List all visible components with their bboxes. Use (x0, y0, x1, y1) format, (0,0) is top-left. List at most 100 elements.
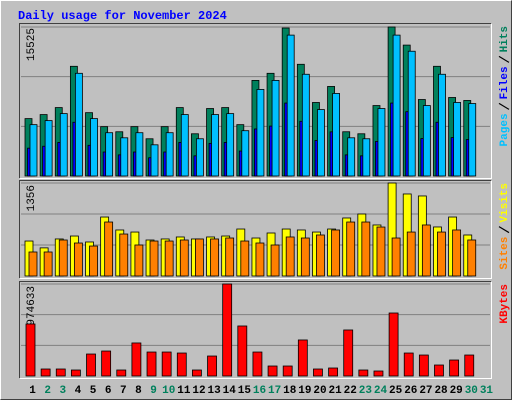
x-tick-label: 18 (283, 385, 297, 397)
bar (388, 312, 399, 377)
bar (285, 236, 295, 277)
legend-separator (498, 226, 510, 234)
bar (74, 72, 83, 177)
bar (373, 370, 384, 377)
bar (25, 323, 36, 377)
x-tick-label: 7 (120, 385, 127, 397)
bar (453, 102, 462, 177)
x-tick-label: 28 (434, 385, 448, 397)
x-tick-label: 10 (162, 385, 175, 397)
bar (270, 244, 280, 277)
x-tick-label: 2 (44, 385, 51, 397)
bar (346, 221, 356, 277)
x-tick-label: 1 (29, 385, 36, 397)
bar (146, 351, 157, 377)
bar (195, 238, 204, 277)
bar (222, 283, 233, 377)
bar (192, 369, 202, 377)
y-tick-label: 1356 (26, 185, 38, 211)
bar (331, 229, 340, 277)
x-tick-label: 20 (313, 385, 326, 397)
bar (241, 130, 250, 177)
bar (361, 221, 371, 277)
bar (452, 229, 462, 277)
x-tick-label: 31 (480, 385, 494, 397)
bar (422, 105, 431, 177)
x-tick-label: 19 (298, 385, 311, 397)
bar (55, 368, 66, 377)
x-tick-label: 30 (465, 385, 478, 397)
bar (149, 240, 159, 277)
bar (267, 365, 278, 377)
legend: Pages Files Hits (498, 26, 511, 146)
bar (150, 144, 159, 177)
bar (131, 342, 142, 377)
bar (464, 354, 475, 377)
bar (449, 359, 460, 377)
bar (164, 240, 174, 277)
bar (332, 93, 340, 177)
bar (313, 368, 323, 377)
x-tick-label: 9 (150, 385, 157, 397)
bar (105, 132, 114, 177)
x-tick-label: 29 (450, 385, 463, 397)
legend-label: Hits (499, 26, 511, 52)
bar (120, 137, 129, 177)
bar (252, 351, 263, 377)
chart-title: Daily usage for November 2024 (18, 9, 227, 23)
x-tick-label: 12 (192, 385, 205, 397)
bar (300, 237, 310, 277)
x-tick-label: 13 (208, 385, 222, 397)
legend-label: Sites (499, 237, 511, 270)
x-tick-label: 3 (60, 385, 67, 397)
bar (418, 354, 429, 377)
bar (301, 73, 310, 177)
bar (104, 221, 114, 277)
panel-bevel-dark (19, 180, 492, 279)
x-tick-label: 14 (223, 385, 237, 397)
bar (392, 34, 401, 177)
bar (134, 244, 144, 277)
bar (240, 240, 250, 277)
bar (28, 251, 38, 277)
bar (255, 242, 265, 277)
x-tick-label: 21 (329, 385, 343, 397)
legend: KBytes (499, 284, 511, 324)
x-tick-label: 16 (253, 385, 266, 397)
bar (101, 350, 112, 377)
x-tick-label: 4 (75, 385, 82, 397)
panel-bevel-light (19, 281, 492, 379)
bar (176, 352, 187, 377)
panel-bevel-light (19, 180, 492, 279)
x-tick-label: 22 (344, 385, 357, 397)
bar (226, 113, 235, 177)
bar (376, 226, 386, 277)
bar (256, 89, 265, 177)
x-tick-label: 15 (238, 385, 252, 397)
bar (29, 124, 38, 177)
bar (282, 365, 293, 377)
bar (317, 109, 325, 177)
bar (434, 364, 444, 377)
legend-label: KBytes (499, 284, 511, 324)
bar (196, 138, 204, 177)
bar (403, 352, 414, 377)
bar (437, 231, 446, 277)
bar (210, 238, 219, 277)
bar (211, 114, 219, 177)
legend: Sites Visits (498, 183, 511, 270)
bar (406, 231, 416, 277)
bar (391, 237, 401, 277)
panel-bevel-dark (19, 281, 492, 379)
bar (161, 351, 172, 377)
bar (119, 233, 129, 277)
bar (135, 132, 144, 177)
bar (86, 353, 96, 377)
bar (316, 234, 325, 277)
x-tick-label: 26 (404, 385, 417, 397)
bar (343, 329, 354, 377)
bar (43, 251, 53, 277)
